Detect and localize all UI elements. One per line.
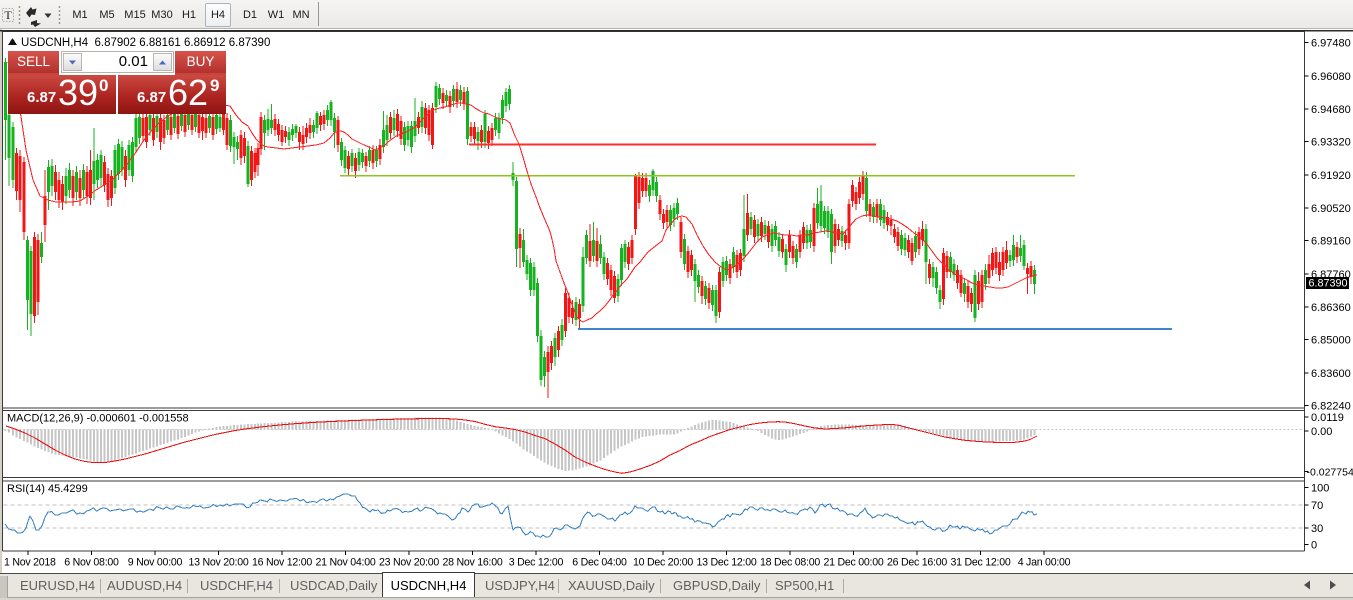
- svg-text:6.85000: 6.85000: [1311, 335, 1351, 347]
- svg-text:0.0119: 0.0119: [1311, 412, 1344, 424]
- svg-text:21 Nov 04:00: 21 Nov 04:00: [315, 557, 375, 569]
- svg-text:6.91920: 6.91920: [1311, 170, 1351, 182]
- svg-text:RSI(14) 45.4299: RSI(14) 45.4299: [7, 483, 88, 495]
- svg-text:-0.027754: -0.027754: [1307, 466, 1353, 478]
- svg-text:6.90520: 6.90520: [1311, 203, 1351, 215]
- svg-text:10 Dec 20:00: 10 Dec 20:00: [633, 557, 693, 569]
- svg-text:6 Dec 04:00: 6 Dec 04:00: [572, 557, 627, 569]
- svg-text:4 Jan 00:00: 4 Jan 00:00: [1018, 557, 1071, 569]
- svg-text:6.93320: 6.93320: [1311, 137, 1351, 149]
- svg-text:6.83600: 6.83600: [1311, 368, 1351, 380]
- svg-text:MACD(12,26,9) -0.000601 -0.001: MACD(12,26,9) -0.000601 -0.001558: [7, 413, 189, 425]
- svg-text:USDCNH,H4 6.87902 6.88161 6.8: USDCNH,H4 6.87902 6.88161 6.86912 6.8739…: [21, 37, 270, 49]
- svg-text:6.97480: 6.97480: [1311, 38, 1351, 50]
- svg-text:13 Nov 20:00: 13 Nov 20:00: [188, 557, 248, 569]
- svg-text:6.86360: 6.86360: [1311, 302, 1351, 314]
- svg-text:9 Nov 00:00: 9 Nov 00:00: [128, 557, 183, 569]
- svg-text:26 Dec 16:00: 26 Dec 16:00: [887, 557, 947, 569]
- svg-text:16 Nov 12:00: 16 Nov 12:00: [252, 557, 312, 569]
- svg-text:0: 0: [1311, 540, 1317, 552]
- svg-text:30: 30: [1311, 523, 1323, 535]
- svg-text:23 Nov 20:00: 23 Nov 20:00: [379, 557, 439, 569]
- svg-text:6.82240: 6.82240: [1311, 400, 1351, 412]
- svg-text:100: 100: [1311, 483, 1329, 495]
- svg-text:70: 70: [1311, 500, 1323, 512]
- svg-text:13 Dec 12:00: 13 Dec 12:00: [696, 557, 756, 569]
- svg-text:0.00: 0.00: [1311, 426, 1332, 438]
- svg-text:T: T: [4, 8, 12, 22]
- svg-text:6.96080: 6.96080: [1311, 71, 1351, 83]
- svg-text:31 Dec 12:00: 31 Dec 12:00: [950, 557, 1010, 569]
- svg-text:18 Dec 08:00: 18 Dec 08:00: [760, 557, 820, 569]
- svg-text:3 Dec 12:00: 3 Dec 12:00: [509, 557, 564, 569]
- svg-text:6 Nov 08:00: 6 Nov 08:00: [64, 557, 119, 569]
- svg-text:6.87390: 6.87390: [1309, 277, 1348, 289]
- svg-text:1 Nov 2018: 1 Nov 2018: [4, 557, 56, 569]
- svg-text:6.89160: 6.89160: [1311, 236, 1351, 248]
- svg-text:21 Dec 00:00: 21 Dec 00:00: [823, 557, 883, 569]
- svg-text:28 Nov 16:00: 28 Nov 16:00: [442, 557, 502, 569]
- svg-text:6.94680: 6.94680: [1311, 104, 1351, 116]
